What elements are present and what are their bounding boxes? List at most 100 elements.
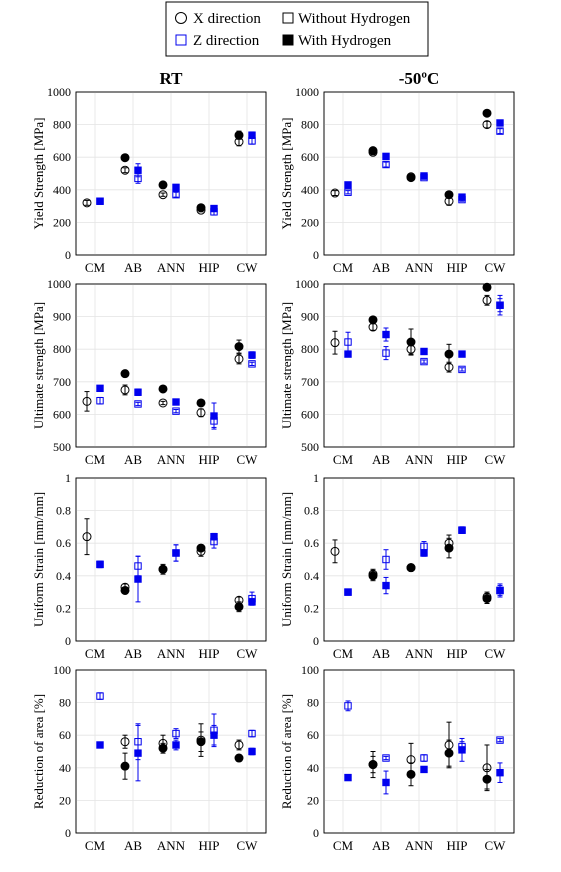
data-point-x-with-h bbox=[120, 153, 130, 163]
y-axis-title: Ultimate strength [MPa] bbox=[31, 302, 46, 429]
data-point-z-with-h bbox=[248, 747, 256, 756]
data-point-z-with-h bbox=[134, 575, 142, 583]
data-point-z-with-h bbox=[344, 181, 352, 189]
data-point-x-with-h bbox=[482, 594, 492, 604]
x-tick-label: CM bbox=[333, 260, 354, 275]
data-point-z-without-h bbox=[248, 729, 256, 738]
data-point-z-without-h bbox=[134, 400, 142, 408]
data-point-x-with-h bbox=[444, 349, 454, 359]
data-point-x-with-h bbox=[482, 282, 492, 292]
chart-panel-7: 0 20 40 60 80 100 CM AB ANN HIP CW Reduction of are… bbox=[31, 663, 267, 853]
y-tick-label: 20 bbox=[307, 793, 319, 807]
y-tick-label: 600 bbox=[53, 407, 71, 421]
data-point-z-with-h bbox=[134, 749, 142, 757]
legend-without-hydrogen-label: Without Hydrogen bbox=[298, 11, 411, 27]
data-point-x-with-h bbox=[158, 384, 168, 394]
data-point-z-with-h bbox=[458, 350, 466, 358]
data-point-z-with-h bbox=[248, 131, 256, 139]
data-point-x-with-h bbox=[120, 585, 130, 595]
y-tick-label: 700 bbox=[53, 375, 71, 389]
y-tick-label: 600 bbox=[301, 150, 319, 164]
y-tick-label: 400 bbox=[301, 183, 319, 197]
y-tick-label: 900 bbox=[301, 310, 319, 324]
data-point-z-without-h bbox=[172, 729, 180, 738]
data-point-x-with-h bbox=[120, 369, 130, 379]
data-point-x-without-h bbox=[234, 354, 244, 364]
data-point-x-without-h bbox=[120, 165, 130, 175]
data-point-z-without-h bbox=[458, 365, 466, 374]
y-tick-label: 40 bbox=[307, 761, 319, 775]
data-point-z-without-h bbox=[420, 754, 428, 762]
data-point-x-with-h bbox=[234, 342, 244, 352]
y-tick-label: 0.2 bbox=[304, 601, 319, 615]
legend: X direction Z direction Without Hydrogen… bbox=[165, 1, 429, 57]
x-tick-label: ANN bbox=[157, 838, 186, 853]
data-point-x-without-h bbox=[158, 190, 168, 200]
x-tick-label: CM bbox=[333, 452, 354, 467]
data-point-x-with-h bbox=[158, 564, 168, 574]
data-point-z-without-h bbox=[382, 349, 390, 357]
legend-z-direction-label: Z direction bbox=[193, 33, 260, 49]
data-point-z-with-h bbox=[420, 172, 428, 180]
y-tick-label: 0.8 bbox=[56, 504, 71, 518]
data-point-x-with-h bbox=[158, 743, 168, 753]
y-axis-title: Uniform Strain [mm/mm] bbox=[279, 492, 294, 627]
data-point-x-without-h bbox=[82, 396, 92, 406]
x-tick-label: CW bbox=[237, 838, 259, 853]
x-tick-label: CW bbox=[485, 452, 507, 467]
y-tick-label: 1000 bbox=[47, 277, 71, 291]
legend-with-hydrogen-marker bbox=[282, 34, 294, 46]
data-point-z-without-h bbox=[96, 692, 104, 700]
y-tick-label: 0.6 bbox=[56, 536, 71, 550]
data-point-x-with-h bbox=[196, 737, 206, 747]
y-tick-label: 200 bbox=[53, 215, 71, 229]
data-point-x-without-h bbox=[120, 737, 130, 747]
data-point-z-with-h bbox=[134, 388, 142, 396]
plot-frame bbox=[75, 283, 267, 448]
data-point-z-without-h bbox=[420, 357, 428, 366]
plot-frame bbox=[75, 477, 267, 642]
x-tick-label: CM bbox=[85, 838, 106, 853]
data-point-z-with-h bbox=[420, 549, 428, 557]
data-point-z-with-h bbox=[344, 773, 352, 782]
data-point-z-without-h bbox=[172, 190, 180, 199]
data-point-z-without-h bbox=[382, 160, 390, 169]
data-point-x-with-h bbox=[482, 774, 492, 784]
data-point-z-without-h bbox=[344, 338, 352, 346]
x-tick-label: CM bbox=[85, 646, 106, 661]
data-point-x-without-h bbox=[158, 398, 168, 408]
data-point-z-with-h bbox=[96, 560, 104, 569]
x-tick-label: CW bbox=[485, 838, 507, 853]
data-point-x-with-h bbox=[406, 769, 416, 779]
y-axis-title: Reduction of area [%] bbox=[31, 694, 46, 809]
y-tick-label: 400 bbox=[53, 183, 71, 197]
y-axis-title: Yield Strength [MPa] bbox=[31, 118, 46, 230]
chart-panel-1: 0 200 400 600 800 1000 CM AB ANN HIP CW Yield Stren… bbox=[31, 69, 267, 275]
data-point-z-with-h bbox=[496, 301, 504, 309]
data-point-x-with-h bbox=[234, 130, 244, 140]
x-tick-label: CW bbox=[485, 646, 507, 661]
plot-frame bbox=[323, 477, 515, 642]
y-tick-label: 100 bbox=[53, 663, 71, 677]
data-point-x-without-h bbox=[330, 546, 340, 556]
data-point-x-with-h bbox=[406, 563, 416, 573]
y-tick-label: 1 bbox=[65, 471, 71, 485]
chart-panel-2: 0 200 400 600 800 1000 CM AB ANN HIP CW Yield Stren… bbox=[279, 69, 515, 275]
data-point-z-without-h bbox=[496, 127, 504, 135]
plot-frame bbox=[323, 91, 515, 256]
y-tick-label: 0.2 bbox=[56, 601, 71, 615]
x-tick-label: HIP bbox=[199, 838, 220, 853]
data-point-x-with-h bbox=[196, 398, 206, 408]
x-tick-label: HIP bbox=[447, 452, 468, 467]
data-point-z-with-h bbox=[382, 330, 390, 339]
data-point-z-with-h bbox=[210, 412, 218, 420]
data-point-z-with-h bbox=[458, 526, 466, 534]
y-tick-label: 1000 bbox=[295, 85, 319, 99]
data-point-z-without-h bbox=[172, 407, 180, 415]
y-tick-label: 0 bbox=[313, 634, 319, 648]
x-tick-label: HIP bbox=[447, 646, 468, 661]
data-point-x-with-h bbox=[234, 753, 244, 763]
plot-frame bbox=[75, 669, 267, 834]
x-tick-label: HIP bbox=[199, 646, 220, 661]
